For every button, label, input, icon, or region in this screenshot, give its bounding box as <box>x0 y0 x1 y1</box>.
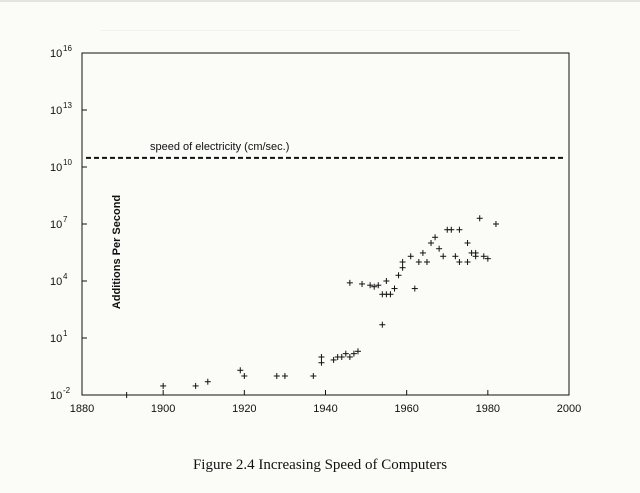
y-tick-label-base: 10 <box>50 390 62 402</box>
figure-caption: Figure 2.4 Increasing Speed of Computers <box>192 457 448 473</box>
data-point <box>318 359 325 366</box>
data-point <box>350 350 357 357</box>
data-point <box>379 321 386 328</box>
data-point <box>464 240 471 246</box>
data-point <box>273 373 280 379</box>
x-tick-label: 1880 <box>70 403 94 415</box>
data-point <box>399 259 406 265</box>
data-point <box>432 234 439 241</box>
data-point <box>452 253 459 260</box>
data-point <box>472 249 479 256</box>
data-point <box>375 282 382 289</box>
data-point <box>456 226 463 233</box>
speed-of-electricity-label: speed of electricity (cm/sec.) <box>150 141 289 153</box>
y-tick-label-exponent: 4 <box>63 272 68 281</box>
data-point <box>371 283 378 290</box>
data-point <box>415 259 422 265</box>
data-point <box>464 259 471 265</box>
y-tick-label-exponent: 13 <box>63 101 72 110</box>
y-tick-label-base: 10 <box>50 105 62 117</box>
data-point <box>395 272 402 279</box>
data-point <box>399 264 406 271</box>
data-point <box>281 373 288 379</box>
x-tick-label: 1960 <box>394 403 418 415</box>
data-point <box>338 354 345 360</box>
data-point <box>428 240 435 246</box>
data-point <box>480 253 487 260</box>
y-tick-label-base: 10 <box>50 48 62 60</box>
data-point <box>383 278 390 284</box>
data-point <box>387 291 394 298</box>
data-point <box>367 282 374 289</box>
data-point <box>123 392 130 398</box>
data-point <box>492 221 499 227</box>
data-point <box>440 253 447 260</box>
y-tick-label-base: 10 <box>50 162 62 174</box>
data-point <box>192 382 199 389</box>
data-point <box>346 354 353 360</box>
y-tick-label-exponent: 1 <box>63 329 68 338</box>
data-point <box>359 280 366 287</box>
data-point <box>456 259 463 265</box>
data-point <box>330 356 337 363</box>
y-tick-label-base: 10 <box>50 333 62 345</box>
y-tick-label-base: 10 <box>50 219 62 231</box>
x-tick-label: 1920 <box>232 403 256 415</box>
data-point <box>436 245 443 252</box>
data-point <box>391 285 398 292</box>
data-point <box>204 378 211 385</box>
y-tick-label-exponent: 10 <box>63 158 72 167</box>
data-point <box>310 373 317 379</box>
data-point <box>346 279 353 286</box>
data-point <box>407 253 414 260</box>
data-point <box>448 226 455 233</box>
y-axis-label: Additions Per Second <box>111 195 123 309</box>
x-tick-label: 1980 <box>476 403 500 415</box>
y-tick-label-exponent: 16 <box>63 44 72 53</box>
data-point <box>484 255 491 262</box>
x-axis-ticks: 1880 1900 1920 1940 1960 1980 2000 <box>70 390 581 415</box>
x-tick-label: 2000 <box>557 403 581 415</box>
data-points <box>123 215 499 398</box>
data-point <box>419 249 426 256</box>
data-point <box>318 354 325 360</box>
data-point <box>160 382 167 389</box>
data-point <box>476 215 483 222</box>
data-point <box>411 285 418 292</box>
x-tick-label: 1900 <box>151 403 175 415</box>
x-tick-label: 1940 <box>313 403 337 415</box>
y-tick-label-exponent: 7 <box>63 215 68 224</box>
y-tick-label-exponent: -2 <box>63 386 71 395</box>
data-point <box>423 259 430 265</box>
data-point <box>342 350 349 357</box>
y-tick-label-base: 10 <box>50 276 62 288</box>
data-point <box>354 348 361 355</box>
data-point <box>237 367 244 374</box>
data-point <box>241 373 248 379</box>
